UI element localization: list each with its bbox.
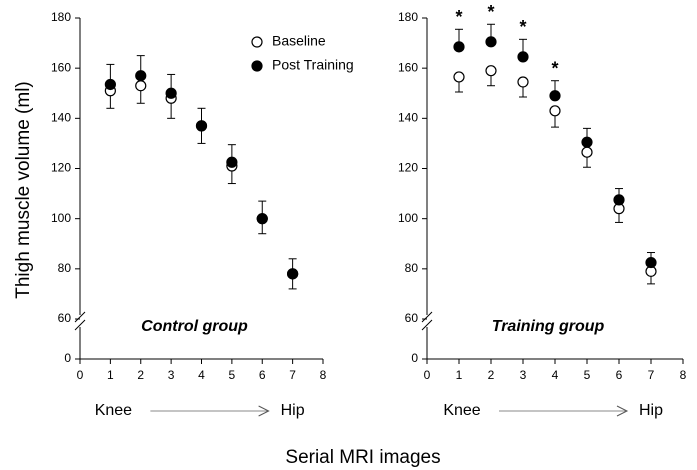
- legend-label: Post Training: [272, 57, 354, 73]
- x-tick-label: 5: [584, 368, 591, 382]
- point: [485, 65, 497, 77]
- x-tick-label: 3: [520, 368, 527, 382]
- x-tick-label: 7: [289, 368, 296, 382]
- y-tick-label: 140: [51, 111, 71, 125]
- x-tick-label: 1: [107, 368, 114, 382]
- x-tick-label: 2: [488, 368, 495, 382]
- point: [165, 87, 177, 99]
- y-tick-label: 0: [411, 351, 418, 365]
- y-axis-label: Thigh muscle volume (ml): [13, 81, 34, 299]
- axis-break: [421, 311, 433, 323]
- axis-break: [74, 311, 86, 323]
- x-tick-label: 0: [424, 368, 431, 382]
- x-tick-label: 4: [198, 368, 205, 382]
- point: [453, 41, 465, 53]
- legend-symbol: [251, 36, 263, 48]
- point: [485, 36, 497, 48]
- x-tick-label: 8: [680, 368, 687, 382]
- panel-label: Training group: [492, 318, 605, 335]
- y-tick-label: 140: [398, 111, 418, 125]
- x-tick-label: 2: [137, 368, 144, 382]
- point: [453, 71, 465, 83]
- point: [549, 90, 561, 102]
- point: [287, 268, 299, 280]
- point: [135, 70, 147, 82]
- point: [581, 136, 593, 148]
- x-tick-label: 6: [616, 368, 623, 382]
- significance-marker: *: [455, 7, 462, 27]
- y-tick-label: 100: [51, 211, 71, 225]
- y-tick-label: 80: [405, 261, 419, 275]
- point: [549, 105, 561, 117]
- x-start-label: Knee: [95, 402, 132, 419]
- legend-symbol: [251, 60, 263, 72]
- axis-break: [74, 319, 86, 331]
- arrow-head: [616, 405, 629, 417]
- significance-marker: *: [551, 58, 558, 78]
- y-tick-label: 180: [51, 10, 71, 24]
- x-end-label: Hip: [281, 402, 305, 419]
- point: [226, 156, 238, 168]
- point: [135, 80, 147, 92]
- point: [104, 78, 116, 91]
- x-tick-label: 7: [648, 368, 655, 382]
- significance-marker: *: [519, 17, 526, 37]
- significance-marker: *: [487, 2, 494, 22]
- y-tick-label: 120: [398, 161, 418, 175]
- point: [645, 256, 657, 269]
- point: [613, 194, 625, 206]
- point: [517, 76, 529, 88]
- x-end-label: Hip: [639, 402, 663, 419]
- point: [256, 213, 268, 225]
- x-tick-label: 8: [320, 368, 327, 382]
- x-tick-label: 3: [168, 368, 175, 382]
- y-tick-label: 180: [398, 10, 418, 24]
- x-tick-label: 1: [456, 368, 463, 382]
- y-tick-label: 60: [405, 311, 419, 325]
- y-tick-label: 160: [51, 60, 71, 74]
- y-tick-label: 60: [58, 311, 72, 325]
- y-tick-label: 100: [398, 211, 418, 225]
- point: [517, 51, 529, 63]
- y-tick-label: 80: [58, 261, 72, 275]
- arrow-head: [258, 405, 270, 417]
- y-tick-label: 160: [398, 60, 418, 74]
- panel-label: Control group: [141, 318, 248, 335]
- y-tick-label: 120: [51, 161, 71, 175]
- legend-label: Baseline: [272, 33, 326, 49]
- point: [581, 146, 593, 158]
- axis-break: [421, 319, 433, 331]
- x-start-label: Knee: [443, 402, 480, 419]
- x-axis-label: Serial MRI images: [285, 447, 440, 468]
- x-tick-label: 0: [77, 368, 84, 382]
- y-tick-label: 0: [64, 351, 71, 365]
- x-tick-label: 5: [229, 368, 236, 382]
- x-tick-label: 6: [259, 368, 266, 382]
- point: [195, 120, 208, 132]
- x-tick-label: 4: [552, 368, 559, 382]
